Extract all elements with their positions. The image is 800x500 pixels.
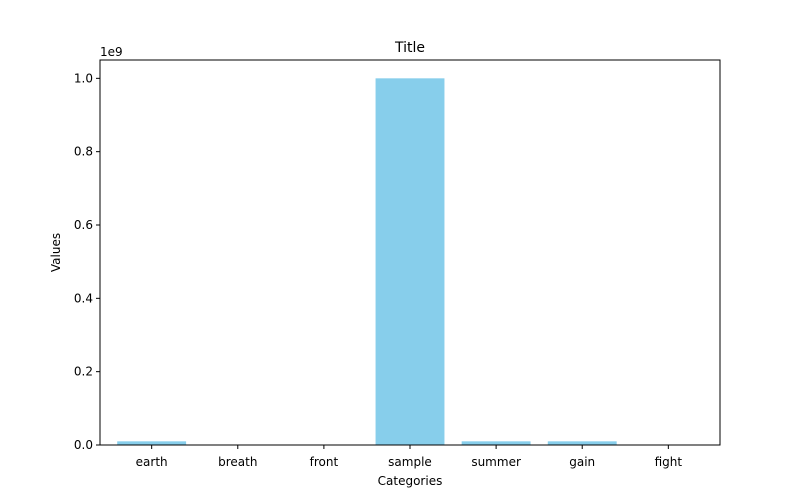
x-tick-label: fight bbox=[655, 455, 683, 469]
x-tick-label: sample bbox=[388, 455, 432, 469]
chart-title: Title bbox=[394, 40, 425, 56]
y-tick-label: 0.4 bbox=[74, 291, 93, 305]
bars-group bbox=[117, 78, 617, 445]
x-tick-label: front bbox=[310, 455, 339, 469]
bar-sample bbox=[375, 78, 445, 445]
y-tick-label: 1.0 bbox=[74, 71, 93, 85]
y-offset-label: 1e9 bbox=[100, 45, 123, 59]
x-tick-label: earth bbox=[136, 455, 168, 469]
x-axis-label: Categories bbox=[378, 474, 443, 488]
bar-summer bbox=[461, 441, 531, 445]
y-tick-label: 0.0 bbox=[74, 438, 93, 452]
bar-gain bbox=[547, 441, 617, 445]
x-tick-label: breath bbox=[218, 455, 257, 469]
x-tick-label: gain bbox=[569, 455, 595, 469]
x-tick-label: summer bbox=[471, 455, 521, 469]
y-axis-label: Values bbox=[49, 233, 63, 272]
x-axis-ticks: earth breath front sample summer gain fight bbox=[136, 445, 683, 469]
y-axis-ticks: 0.0 0.2 0.4 0.6 0.8 1.0 bbox=[74, 71, 100, 452]
y-tick-label: 0.2 bbox=[74, 365, 93, 379]
y-tick-label: 0.8 bbox=[74, 145, 93, 159]
bar-earth bbox=[117, 441, 187, 445]
plot-frame bbox=[99, 59, 721, 446]
y-tick-label: 0.6 bbox=[74, 218, 93, 232]
